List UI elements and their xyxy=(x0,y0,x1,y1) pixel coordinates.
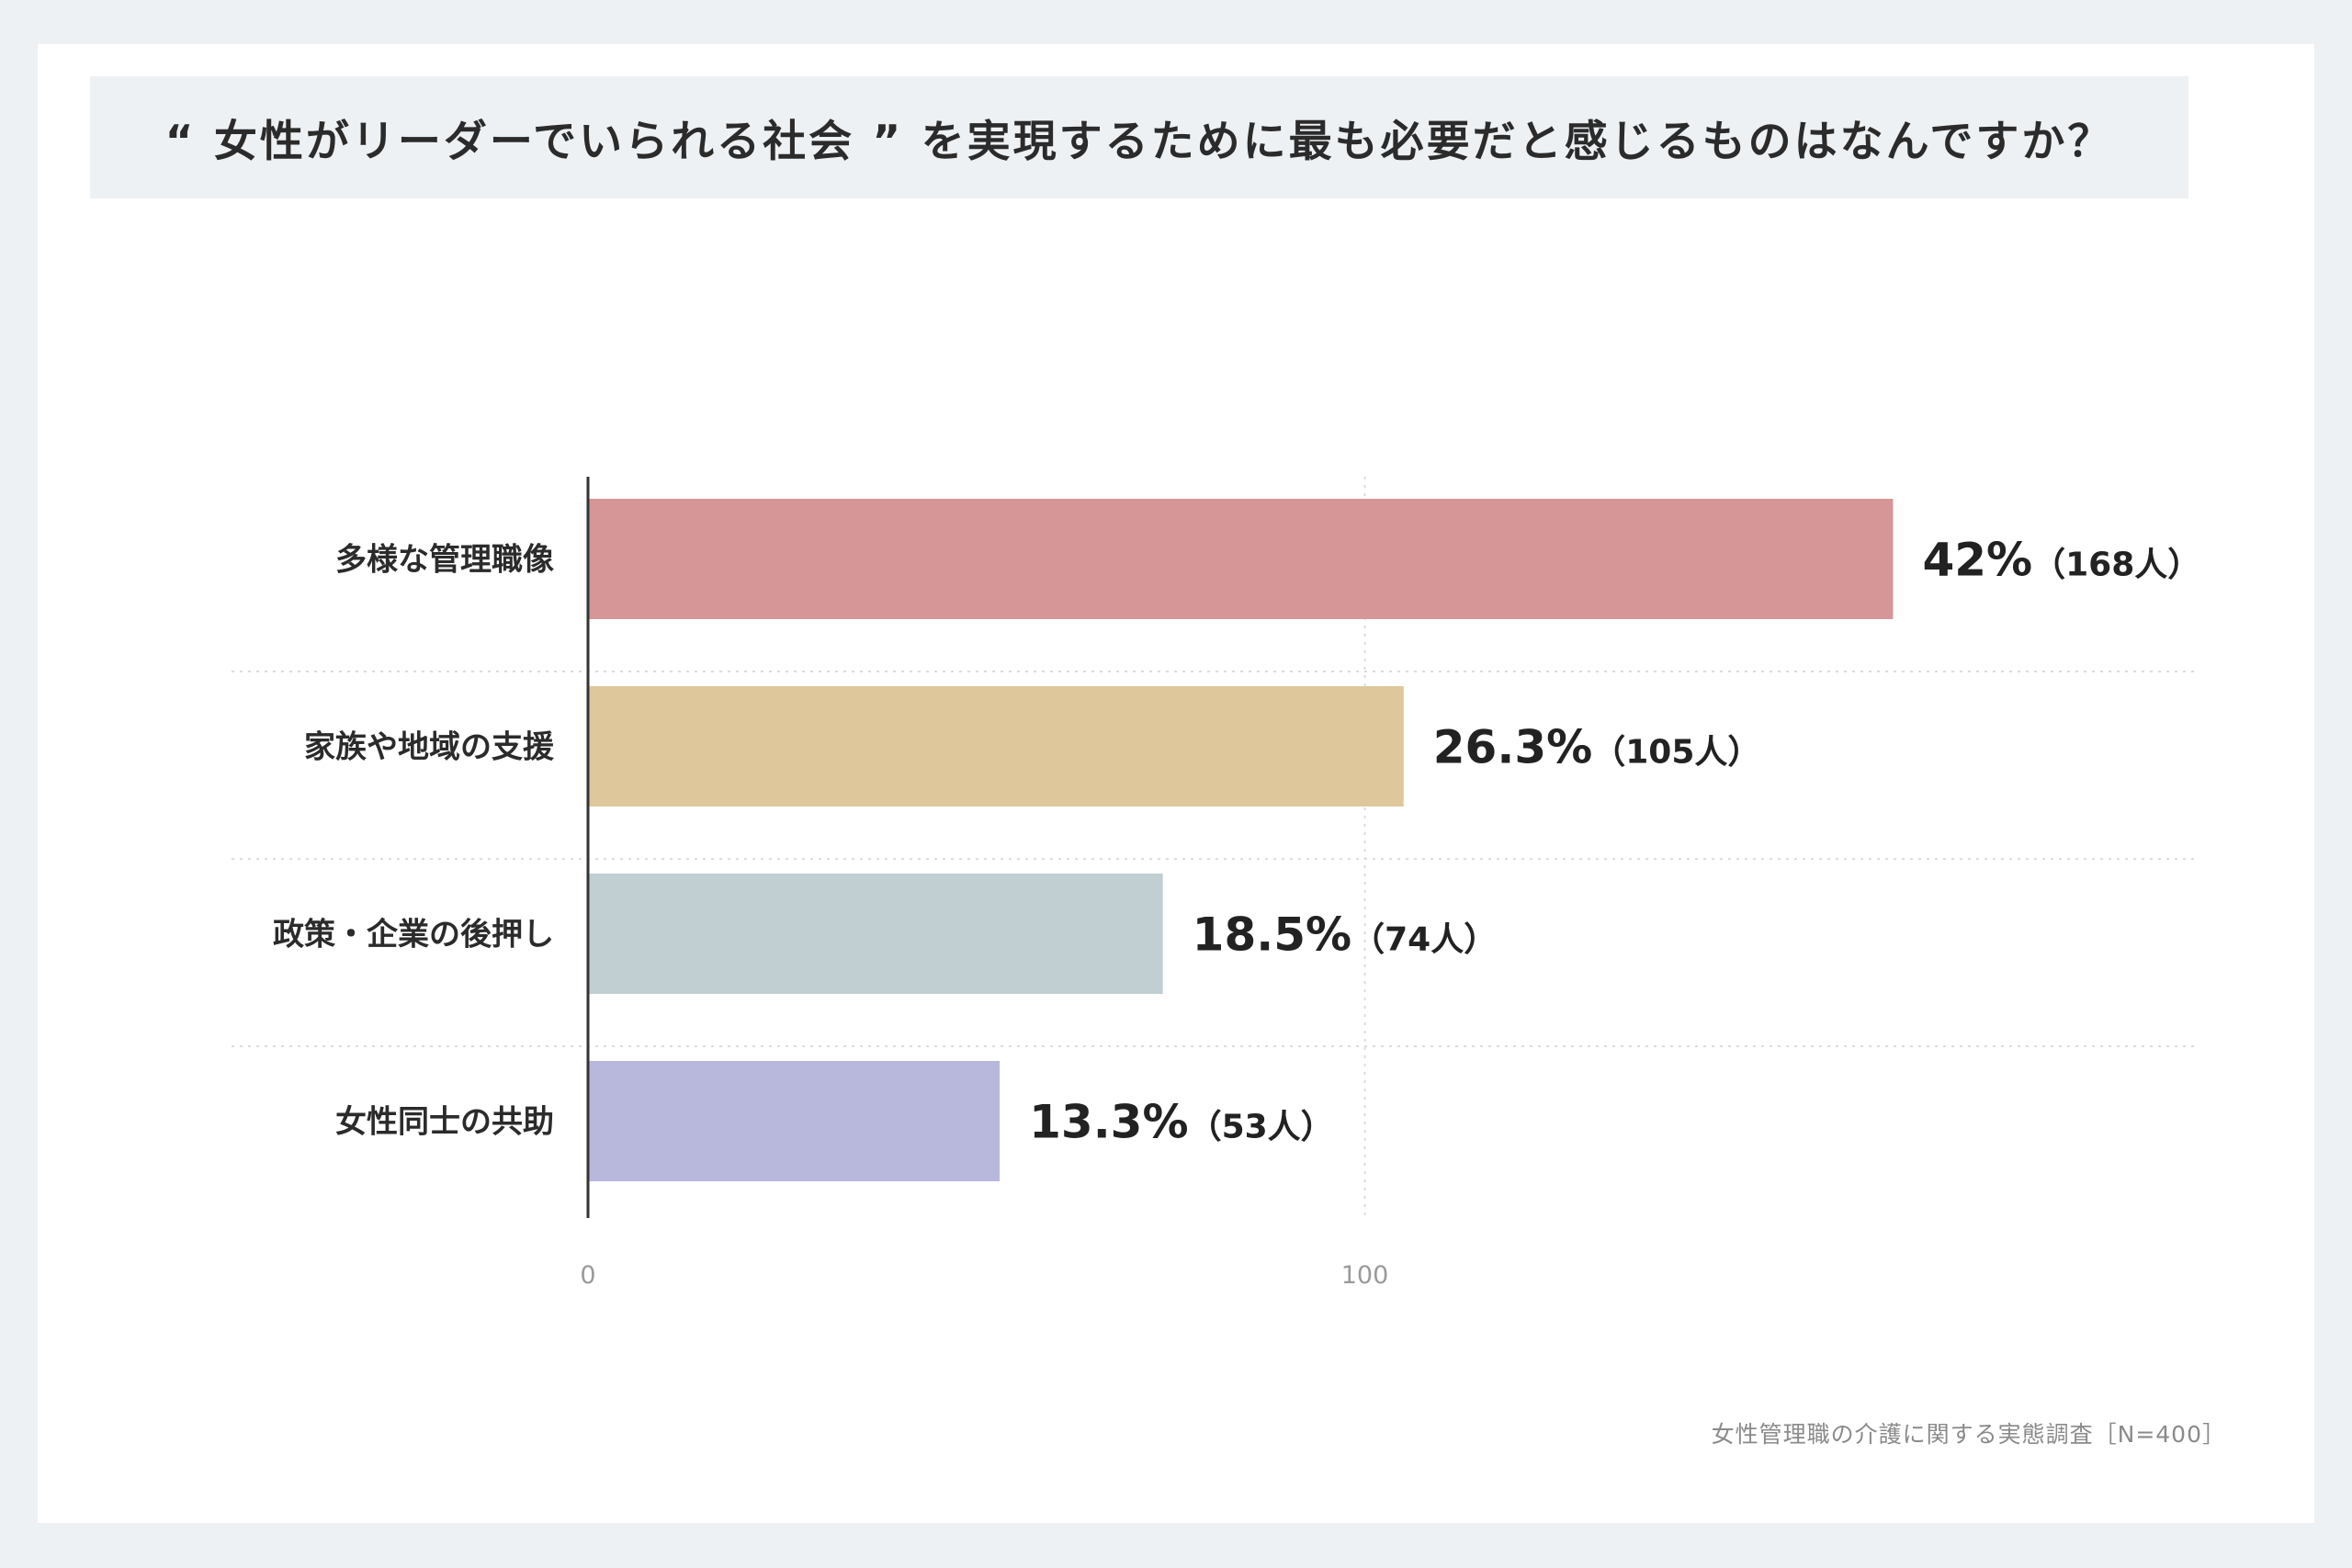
tick-label: 100 xyxy=(1341,1261,1389,1290)
percent-label: 42% xyxy=(1922,534,2032,587)
title-bar: “ 女性がリーダーでいられる社会 ” を実現するために最も必要だと感じるものはな… xyxy=(90,76,2188,198)
bar-1 xyxy=(588,499,1894,619)
count-label: （105人） xyxy=(1592,734,1760,772)
percent-label: 13.3% xyxy=(1029,1096,1188,1149)
value-label: 26.3%（105人） xyxy=(1433,721,1761,774)
value-label: 13.3%（53人） xyxy=(1029,1096,1334,1149)
value-label: 42%（168人） xyxy=(1922,534,2200,587)
percent-label: 26.3% xyxy=(1433,721,1592,774)
value-label: 18.5%（74人） xyxy=(1193,908,1498,962)
category-label: 多様な管理職像 xyxy=(335,542,554,579)
bar-2 xyxy=(588,686,1404,807)
bar-4 xyxy=(588,1061,1001,1181)
percent-label: 18.5% xyxy=(1193,908,1351,962)
chart-title: “ 女性がリーダーでいられる社会 ” を実現するために最も必要だと感じるものはな… xyxy=(164,117,2114,167)
tick-label: 0 xyxy=(580,1261,595,1290)
category-label: 女性同士の共助 xyxy=(335,1104,554,1141)
category-label: 家族や地域の支援 xyxy=(304,729,555,766)
bar-3 xyxy=(588,874,1163,994)
count-label: （74人） xyxy=(1351,921,1497,959)
source-note: 女性管理職の介護に関する実態調査［N=400］ xyxy=(1711,1421,2226,1448)
count-label: （53人） xyxy=(1189,1109,1334,1146)
category-label: 政策・企業の後押し xyxy=(273,917,554,953)
count-label: （168人） xyxy=(2032,547,2200,584)
